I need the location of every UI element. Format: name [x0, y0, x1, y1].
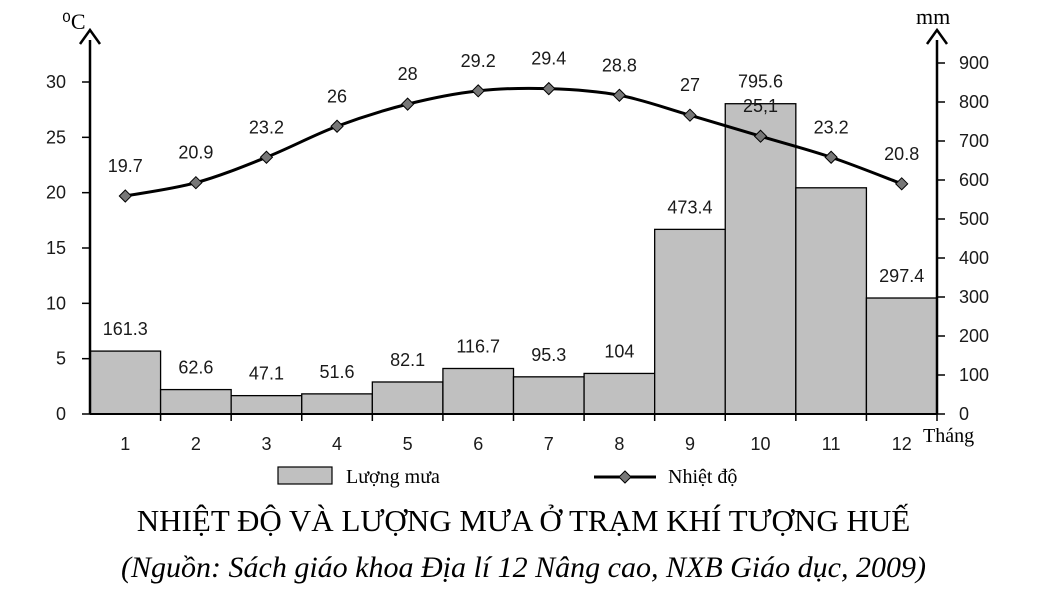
legend: Lượng mưa Nhiệt độ [277, 466, 737, 488]
chart-source: (Nguồn: Sách giáo khoa Địa lí 12 Nâng ca… [121, 551, 926, 584]
left-axis-unit: ⁰C [62, 9, 86, 34]
legend-rainfall-swatch [277, 466, 333, 485]
rainfall-bar [230, 394, 303, 415]
x-tick-label: 10 [751, 434, 771, 454]
left-tick-label: 10 [46, 293, 66, 313]
right-tick-label: 400 [959, 248, 989, 268]
temperature-point [683, 108, 697, 122]
right-tick-label: 300 [959, 287, 989, 307]
temperature-point [542, 81, 556, 96]
temperature-point [259, 150, 274, 164]
chart-title: NHIỆT ĐỘ VÀ LƯỢNG MƯA Ở TRẠM KHÍ TƯỢNG H… [136, 503, 911, 538]
rainfall-bar [371, 381, 444, 415]
x-tick-label: 2 [191, 434, 201, 454]
temperature-point [330, 119, 344, 133]
right-axis-arrow [925, 27, 949, 45]
right-tick-label: 700 [959, 131, 989, 151]
rainfall-bar [865, 297, 938, 415]
temperature-data-label: 23.2 [814, 117, 849, 137]
rainfall-data-label: 473.4 [667, 197, 712, 217]
x-tick-label: 3 [261, 434, 271, 454]
temperature-data-label: 27 [680, 75, 700, 95]
right-tick-label: 100 [959, 365, 989, 385]
legend-rainfall-label: Lượng mưa [346, 466, 440, 488]
temperature-data-label: 23.2 [249, 117, 284, 137]
rainfall-bar [583, 372, 656, 415]
legend-temperature-label: Nhiệt độ [668, 466, 737, 488]
x-axis-label: Tháng [923, 425, 974, 447]
x-tick-label: 8 [614, 434, 624, 454]
chart-axes: 0510152025300100200300400500600700800900… [46, 27, 989, 454]
temperature-data-label: 20.9 [178, 143, 213, 163]
temperature-data-label: 28.8 [602, 55, 637, 75]
temperature-curve [125, 86, 903, 198]
left-tick-label: 15 [46, 238, 66, 258]
left-tick-label: 30 [46, 72, 66, 92]
x-tick-label: 6 [473, 434, 483, 454]
rainfall-data-label: 82.1 [390, 350, 425, 370]
right-tick-label: 800 [959, 92, 989, 112]
rainfall-bar [301, 393, 373, 415]
temperature-point [400, 97, 415, 111]
rainfall-bar [442, 367, 515, 415]
temperature-data-label: 20.8 [884, 144, 919, 164]
x-tick-label: 11 [822, 434, 841, 454]
rainfall-data-label: 161.3 [103, 319, 148, 339]
temperature-point [612, 88, 627, 102]
right-tick-label: 900 [959, 53, 989, 73]
temperature-point [824, 150, 838, 164]
rainfall-bar [512, 376, 585, 415]
rainfall-bar [159, 388, 232, 415]
rainfall-data-label: 116.7 [456, 336, 500, 356]
right-tick-label: 0 [959, 404, 969, 424]
legend-temperature-marker [618, 470, 632, 484]
left-tick-label: 25 [46, 127, 66, 147]
left-tick-label: 20 [46, 183, 66, 203]
temperature-point [753, 129, 768, 143]
rainfall-data-label: 104 [604, 341, 634, 361]
rainfall-data-label: 51.6 [320, 362, 355, 382]
x-tick-label: 1 [120, 434, 130, 454]
right-tick-label: 500 [959, 209, 989, 229]
right-tick-label: 200 [959, 326, 989, 346]
temperature-line [118, 81, 909, 203]
temperature-data-label: 19.7 [108, 156, 143, 176]
left-tick-label: 0 [56, 404, 66, 424]
x-tick-label: 9 [685, 434, 695, 454]
temperature-data-label: 29.2 [461, 51, 496, 71]
temperature-point [471, 84, 485, 98]
left-tick-label: 5 [56, 349, 66, 369]
x-tick-label: 12 [892, 434, 912, 454]
rainfall-bars [89, 103, 938, 415]
temperature-point [895, 177, 909, 191]
temperature-data-label: 28 [398, 64, 418, 84]
rainfall-data-label: 297.4 [879, 266, 924, 286]
right-tick-label: 600 [959, 170, 989, 190]
rainfall-bar [654, 228, 726, 415]
rainfall-data-label: 795.6 [738, 72, 783, 92]
x-tick-label: 7 [544, 434, 554, 454]
left-axis-arrow [78, 27, 102, 45]
rainfall-bar [724, 103, 797, 415]
temperature-point [118, 189, 132, 203]
temperature-data-label: 25,1 [743, 96, 778, 116]
rainfall-data-label: 95.3 [531, 345, 566, 365]
rainfall-bar [795, 187, 868, 415]
right-axis-unit: mm [916, 4, 950, 29]
rainfall-data-label: 62.6 [178, 358, 213, 378]
temperature-point [189, 175, 203, 190]
x-tick-label: 4 [332, 434, 342, 454]
data-labels: 19.7 20.9 23.2 26 28 29.2 29.4 28.8 27 25,1 23.2 20… [103, 49, 924, 384]
rainfall-bar [89, 350, 162, 415]
climate-chart: 0510152025300100200300400500600700800900… [46, 4, 989, 488]
x-tick-label: 5 [403, 434, 413, 454]
temperature-data-label: 29.4 [531, 49, 566, 69]
rainfall-data-label: 47.1 [249, 364, 284, 384]
temperature-data-label: 26 [327, 86, 347, 106]
